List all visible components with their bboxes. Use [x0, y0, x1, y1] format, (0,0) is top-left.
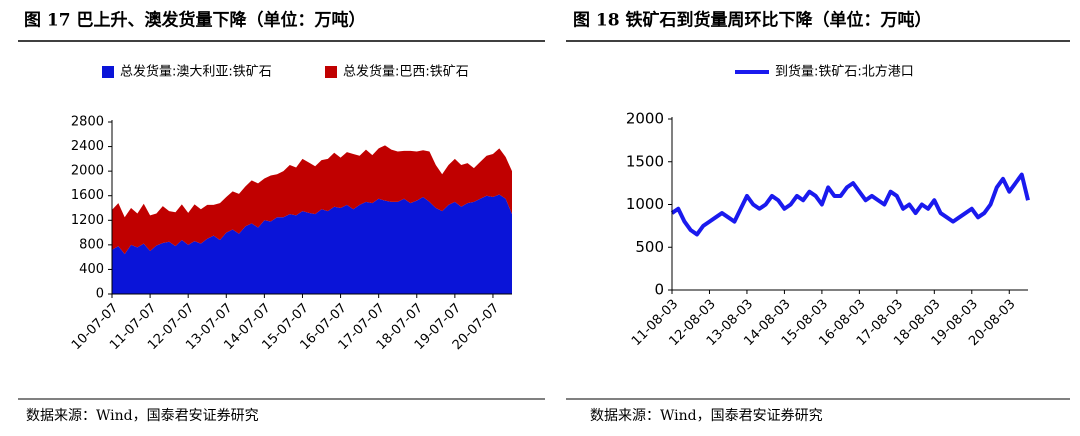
chart-title: 图 18 铁矿石到货量周环比下降（单位：万吨）	[573, 10, 932, 31]
y-tick-label: 2800	[71, 115, 104, 130]
y-tick-label: 1600	[71, 188, 104, 203]
area	[112, 194, 512, 294]
legend-label: 到货量:铁矿石:北方港口	[775, 64, 914, 80]
y-tick-label: 0	[96, 287, 104, 302]
y-tick-label: 1500	[626, 152, 664, 170]
legend-swatch	[325, 66, 337, 78]
y-tick-label: 2000	[71, 164, 104, 179]
y-tick-label: 800	[79, 237, 104, 252]
legend-label: 总发货量:巴西:铁矿石	[343, 64, 469, 80]
y-tick-label: 0	[654, 281, 664, 299]
y-tick-label: 1200	[71, 213, 104, 228]
line	[670, 172, 1030, 237]
y-tick-label: 400	[79, 262, 104, 277]
y-tick-label: 1000	[626, 195, 664, 213]
area	[112, 145, 512, 255]
legend-swatch	[102, 66, 114, 78]
legend-label: 总发货量:澳大利亚:铁矿石	[120, 64, 272, 80]
y-tick-label: 500	[635, 238, 664, 256]
source-note: 数据来源：Wind，国泰君安证券研究	[590, 408, 823, 424]
y-tick-label: 2400	[71, 139, 104, 154]
chart-title: 图 17 巴上升、澳发货量下降（单位：万吨）	[24, 10, 366, 31]
y-tick-label: 2000	[626, 110, 664, 128]
source-note: 数据来源：Wind，国泰君安证券研究	[26, 408, 259, 424]
